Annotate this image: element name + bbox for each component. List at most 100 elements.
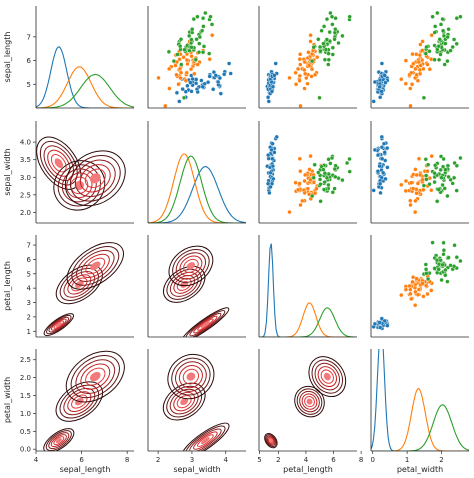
scatter-point bbox=[295, 187, 301, 193]
contour-level bbox=[181, 422, 230, 451]
y-tick-label: 1 bbox=[27, 328, 31, 336]
scatter-point bbox=[322, 170, 328, 176]
scatter-point bbox=[438, 167, 443, 173]
scatter-point bbox=[197, 34, 203, 40]
scatter-point bbox=[415, 181, 421, 186]
scatter-point bbox=[436, 187, 441, 192]
scatter-point bbox=[177, 44, 183, 49]
scatter-point bbox=[448, 48, 453, 53]
scatter-point bbox=[194, 37, 199, 42]
scatter-point bbox=[410, 186, 416, 191]
scatter-point bbox=[321, 167, 326, 172]
scatter-point bbox=[413, 66, 418, 72]
scatter-point bbox=[377, 320, 382, 325]
scatter-point bbox=[269, 89, 275, 94]
scatter-point bbox=[200, 50, 206, 55]
scatter-point bbox=[439, 175, 444, 180]
scatter-point bbox=[403, 287, 409, 292]
scatter-point bbox=[322, 57, 328, 62]
panel-petal_width-vs-sepal_width: 2 3 4 5 sepal_width bbox=[147, 349, 262, 474]
scatter-point bbox=[416, 59, 422, 65]
scatter-point bbox=[424, 177, 429, 182]
scatter-point bbox=[272, 73, 277, 78]
scatter-point bbox=[378, 181, 383, 186]
scatter-point bbox=[409, 296, 414, 302]
scatter-point bbox=[163, 103, 168, 108]
scatter-point bbox=[197, 41, 202, 46]
scatter-point bbox=[378, 325, 383, 330]
scatter-point bbox=[298, 52, 303, 57]
contour-level bbox=[320, 369, 334, 384]
scatter-point bbox=[445, 34, 450, 40]
scatter-point bbox=[436, 57, 442, 62]
scatter-point bbox=[201, 44, 207, 49]
scatter-point bbox=[427, 66, 432, 72]
contour-level bbox=[163, 265, 206, 303]
scatter-point bbox=[323, 47, 329, 52]
x-tick-label: 2 bbox=[156, 456, 160, 464]
scatter-point bbox=[421, 294, 426, 299]
x-axis-label: petal_length bbox=[283, 465, 333, 474]
contour-level bbox=[193, 315, 218, 334]
contour-level bbox=[186, 372, 196, 381]
scatter-point bbox=[316, 37, 321, 42]
scatter-point bbox=[209, 22, 215, 27]
scatter-point bbox=[403, 178, 409, 184]
scatter-point bbox=[420, 281, 425, 286]
contour-level bbox=[175, 252, 207, 280]
scatter-point bbox=[307, 167, 312, 172]
contour-level bbox=[193, 431, 218, 450]
scatter-point bbox=[311, 45, 316, 50]
scatter-point bbox=[408, 202, 413, 208]
contour-level bbox=[308, 356, 347, 398]
scatter-point bbox=[304, 75, 309, 81]
scatter-point bbox=[328, 10, 333, 16]
contour-level bbox=[301, 393, 318, 410]
contour-level bbox=[189, 428, 222, 451]
scatter-point bbox=[189, 27, 195, 32]
scatter-point bbox=[298, 62, 303, 67]
contour-level bbox=[53, 436, 65, 446]
x-axis-label: sepal_length bbox=[60, 465, 111, 474]
scatter-point bbox=[452, 160, 457, 166]
y-tick-label: 0.0 bbox=[20, 446, 31, 454]
panel-petal_width-vs-petal_width: 0123petal_width bbox=[370, 349, 474, 474]
contour-level bbox=[76, 249, 115, 282]
scatter-point bbox=[433, 163, 438, 168]
scatter-point bbox=[318, 199, 323, 204]
scatter-point bbox=[443, 267, 448, 273]
scatter-point bbox=[416, 287, 422, 292]
scatter-point bbox=[432, 170, 437, 176]
scatter-point bbox=[381, 141, 387, 146]
contour-level bbox=[172, 248, 210, 283]
scatter-point bbox=[302, 190, 307, 196]
panel-sepal_width-vs-petal_width bbox=[370, 121, 469, 224]
y-tick-label: 2.5 bbox=[20, 191, 31, 199]
scatter-point bbox=[379, 134, 384, 140]
scatter-point bbox=[379, 316, 384, 321]
scatter-point bbox=[445, 193, 450, 199]
scatter-point bbox=[305, 81, 310, 86]
panel-sepal_width-vs-sepal_length: 2.0 2.5 3.0 3.5 4.0 sepal_width bbox=[3, 121, 134, 224]
scatter-point bbox=[293, 82, 299, 87]
scatter-point bbox=[324, 16, 330, 22]
scatter-point bbox=[308, 39, 313, 44]
contour-level bbox=[183, 258, 199, 273]
scatter-point bbox=[316, 170, 321, 175]
scatter-point bbox=[450, 181, 455, 186]
scatter-point bbox=[416, 156, 422, 162]
x-tick-label: 6 bbox=[79, 456, 84, 464]
y-axis-label: petal_length bbox=[3, 261, 12, 311]
scatter-point bbox=[302, 59, 307, 65]
scatter-point bbox=[424, 271, 429, 276]
contour-level bbox=[176, 277, 192, 291]
scatter-point bbox=[383, 176, 388, 182]
scatter-point bbox=[381, 170, 386, 176]
scatter-point bbox=[403, 58, 409, 63]
scatter-point bbox=[454, 255, 459, 260]
contour-level bbox=[267, 436, 275, 445]
scatter-point bbox=[421, 66, 426, 72]
contour-level bbox=[167, 353, 215, 400]
scatter-point bbox=[432, 57, 437, 62]
contour-level bbox=[64, 150, 126, 207]
